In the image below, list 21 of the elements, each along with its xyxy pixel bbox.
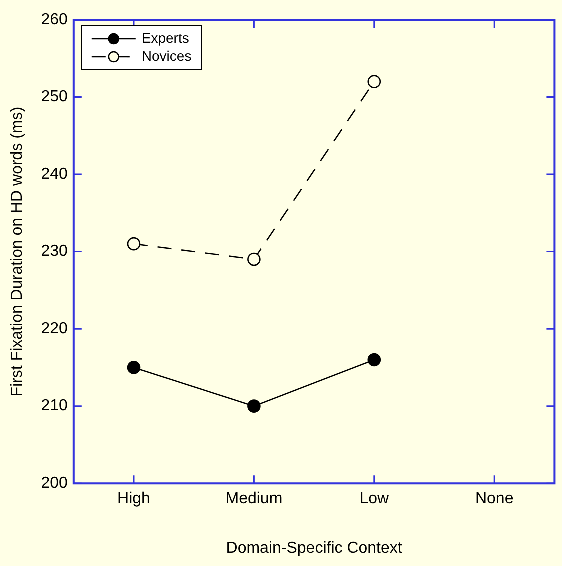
point <box>368 353 382 367</box>
y-axis-title: First Fixation Duration on HD words (ms) <box>9 106 26 397</box>
x-axis-title: Domain-Specific Context <box>226 540 403 557</box>
x-tick-label: Medium <box>226 490 283 508</box>
point <box>127 361 141 374</box>
y-tick-label: 210 <box>41 398 68 415</box>
point <box>368 75 382 88</box>
y-tick-label: 220 <box>41 320 68 338</box>
x-tick-label: Low <box>360 490 390 508</box>
point <box>248 252 261 266</box>
x-tick-label: None <box>475 490 514 508</box>
y-tick-label: 250 <box>41 88 68 106</box>
y-tick-label: 200 <box>41 475 68 492</box>
legend-label: Experts <box>142 30 190 46</box>
point <box>248 400 261 413</box>
legend-label: Novices <box>142 48 192 64</box>
point <box>127 237 141 251</box>
y-tick-label: 260 <box>41 11 68 28</box>
y-tick-label: 230 <box>41 243 68 260</box>
x-tick-label: High <box>118 490 150 508</box>
y-tick-label: 240 <box>41 166 68 183</box>
